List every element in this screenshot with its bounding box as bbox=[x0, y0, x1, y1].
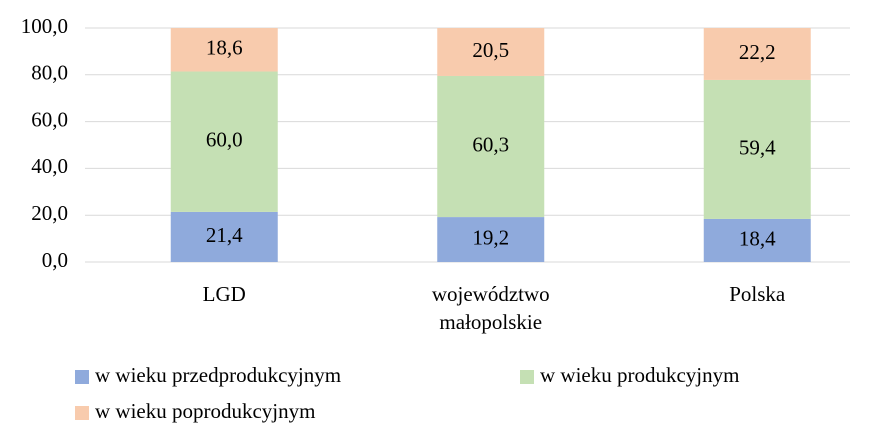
x-tick-label: LGD bbox=[203, 282, 246, 306]
y-tick-label: 20,0 bbox=[31, 201, 68, 225]
bar-segment bbox=[437, 217, 545, 262]
data-label: 22,2 bbox=[739, 40, 776, 64]
data-label: 60,3 bbox=[472, 132, 509, 156]
bar-segment bbox=[703, 79, 811, 219]
data-label: 59,4 bbox=[739, 135, 776, 159]
legend-label: w wieku przedprodukcyjnym bbox=[95, 363, 341, 387]
y-tick-label: 100,0 bbox=[21, 14, 68, 38]
legend-swatch bbox=[75, 370, 89, 384]
x-tick-label: województwo małopolskie bbox=[432, 282, 550, 334]
bar-segment bbox=[170, 28, 278, 72]
legend-swatch bbox=[520, 370, 534, 384]
data-label: 18,6 bbox=[206, 36, 243, 60]
y-tick-label: 40,0 bbox=[31, 154, 68, 178]
legend-label: w wieku produkcyjnym bbox=[540, 363, 739, 387]
y-tick-label: 0,0 bbox=[42, 248, 68, 272]
bar-segment bbox=[437, 28, 545, 76]
bar-segment bbox=[170, 71, 278, 212]
bar-segment bbox=[437, 75, 545, 218]
data-label: 60,0 bbox=[206, 128, 243, 152]
data-label: 19,2 bbox=[472, 225, 509, 249]
legend-swatch bbox=[75, 406, 89, 420]
data-label: 18,4 bbox=[739, 226, 776, 250]
y-tick-label: 60,0 bbox=[31, 107, 68, 131]
data-label: 20,5 bbox=[472, 38, 509, 62]
x-tick-label: Polska bbox=[729, 282, 786, 306]
bar-segment bbox=[703, 218, 811, 262]
legend-label: w wieku poprodukcyjnym bbox=[95, 399, 315, 423]
bar-segment bbox=[170, 211, 278, 262]
bar-segment bbox=[703, 28, 811, 80]
data-label: 21,4 bbox=[206, 223, 243, 247]
y-tick-label: 80,0 bbox=[31, 61, 68, 85]
